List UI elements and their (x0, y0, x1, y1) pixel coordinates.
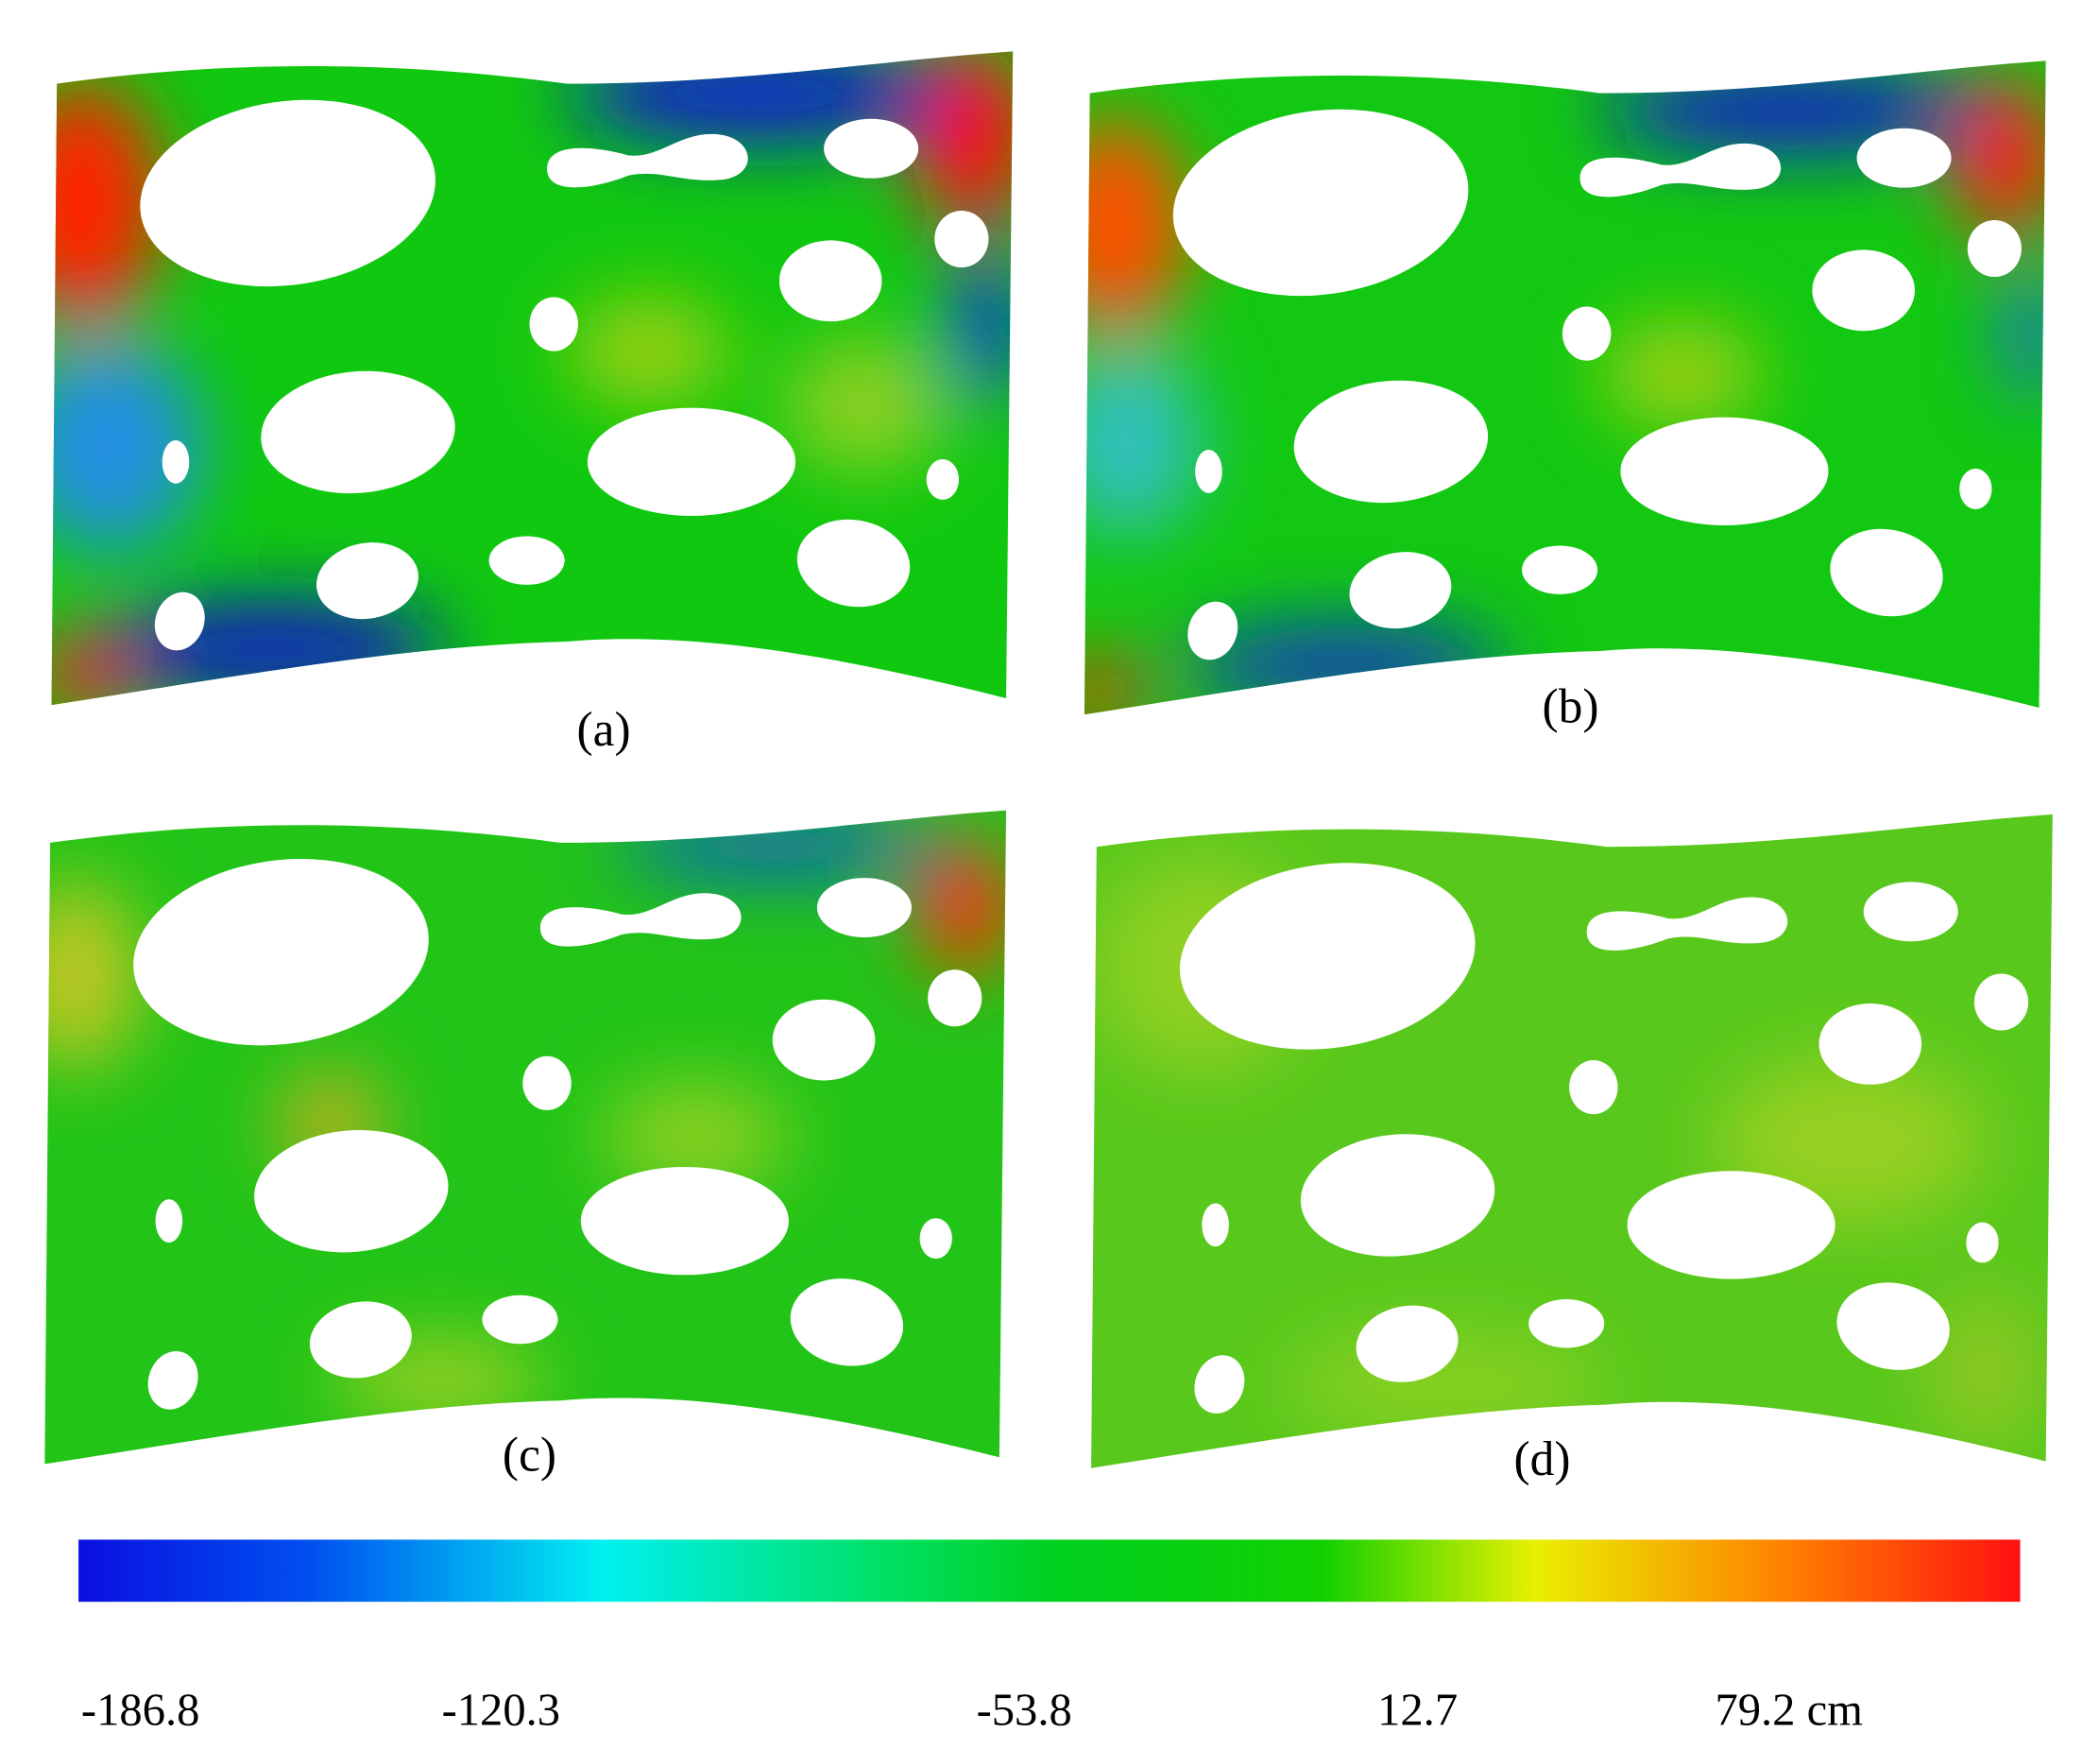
hole (1959, 468, 1992, 509)
hole (919, 1218, 952, 1260)
hole (261, 370, 455, 494)
contour-region (601, 1083, 791, 1192)
colorbar-tick-label: -186.8 (81, 1684, 199, 1735)
contour-region (2005, 266, 2046, 402)
hole (140, 99, 435, 287)
hole (587, 407, 796, 517)
hole (1620, 417, 1829, 526)
contour-region (783, 337, 946, 473)
hole (1973, 973, 2029, 1031)
hole (154, 592, 205, 651)
hole (1194, 1355, 1245, 1414)
contour-region (567, 297, 730, 405)
hole (824, 118, 919, 179)
hole (522, 1055, 572, 1110)
hole (254, 1129, 449, 1253)
contour-region (1084, 658, 1141, 715)
hole (147, 1350, 198, 1410)
colorbar-tick-label: 12.7 (1377, 1684, 1458, 1735)
contour-region (1084, 347, 1203, 537)
contour-plot (44, 810, 1007, 1465)
contour-plot (1084, 60, 2046, 715)
hole (1293, 380, 1489, 504)
colorbar (78, 1539, 2021, 1603)
hole (1836, 1282, 1950, 1370)
contour-region (51, 337, 203, 555)
contour-plot (1091, 814, 2053, 1468)
hole (133, 858, 429, 1046)
hole (1830, 528, 1943, 617)
colorbar-tick-label: -53.8 (977, 1684, 1072, 1735)
hole (772, 999, 876, 1081)
hole (1586, 897, 1788, 951)
panel-label: (d) (1514, 1432, 1571, 1486)
contour-region (94, 601, 446, 696)
hole (162, 439, 190, 484)
contour-region (1931, 1290, 2040, 1452)
hole (926, 458, 960, 500)
hole (1856, 128, 1952, 188)
colorbar-tick-label: 79.2 cm (1715, 1684, 1863, 1735)
hole (1172, 109, 1469, 297)
hole (1967, 219, 2022, 278)
hole (778, 240, 882, 322)
hole (529, 297, 578, 352)
contour-field (51, 51, 1014, 706)
contour-region (614, 819, 939, 874)
hole (309, 1301, 412, 1379)
hole (1528, 1299, 1605, 1348)
panel-label: (a) (577, 703, 631, 757)
hole (1579, 143, 1782, 197)
hole (1562, 306, 1612, 361)
hole (539, 893, 742, 947)
contour-region (951, 243, 1014, 405)
hole (796, 519, 911, 608)
hole (1966, 1222, 1999, 1263)
hole (816, 878, 912, 937)
hole (1522, 545, 1598, 594)
hole (1569, 1060, 1618, 1115)
hole (547, 133, 748, 188)
panel-label: (c) (503, 1429, 556, 1483)
hole (155, 1199, 183, 1243)
hole (316, 542, 418, 620)
hole (1187, 601, 1238, 660)
contour-blobs (51, 51, 1014, 706)
contour-region (51, 80, 162, 325)
hole (1627, 1171, 1835, 1279)
hole (580, 1166, 789, 1276)
contour-region (918, 840, 1007, 975)
contour-plot (51, 51, 1014, 706)
hole (1300, 1134, 1495, 1257)
hole (1356, 1305, 1459, 1382)
hole (1863, 882, 1958, 942)
panel-label: (b) (1543, 680, 1599, 734)
contour-region (51, 634, 128, 706)
colorbar-tick-label: -120.3 (442, 1684, 560, 1735)
hole (790, 1278, 904, 1366)
hole (1195, 449, 1222, 493)
contour-region (911, 51, 1014, 230)
contour-region (1599, 319, 1763, 429)
contour-region (1084, 117, 1189, 334)
plates (44, 51, 2053, 1468)
hole (1179, 863, 1476, 1050)
hole (934, 210, 989, 268)
hole (1202, 1203, 1229, 1247)
hole (1349, 552, 1452, 629)
hole (1818, 1003, 1922, 1085)
hole (1812, 249, 1915, 332)
contour-region (1951, 77, 2046, 239)
contour-region (44, 880, 143, 1071)
hole (488, 536, 565, 585)
hole (482, 1295, 558, 1345)
hole (928, 969, 982, 1027)
